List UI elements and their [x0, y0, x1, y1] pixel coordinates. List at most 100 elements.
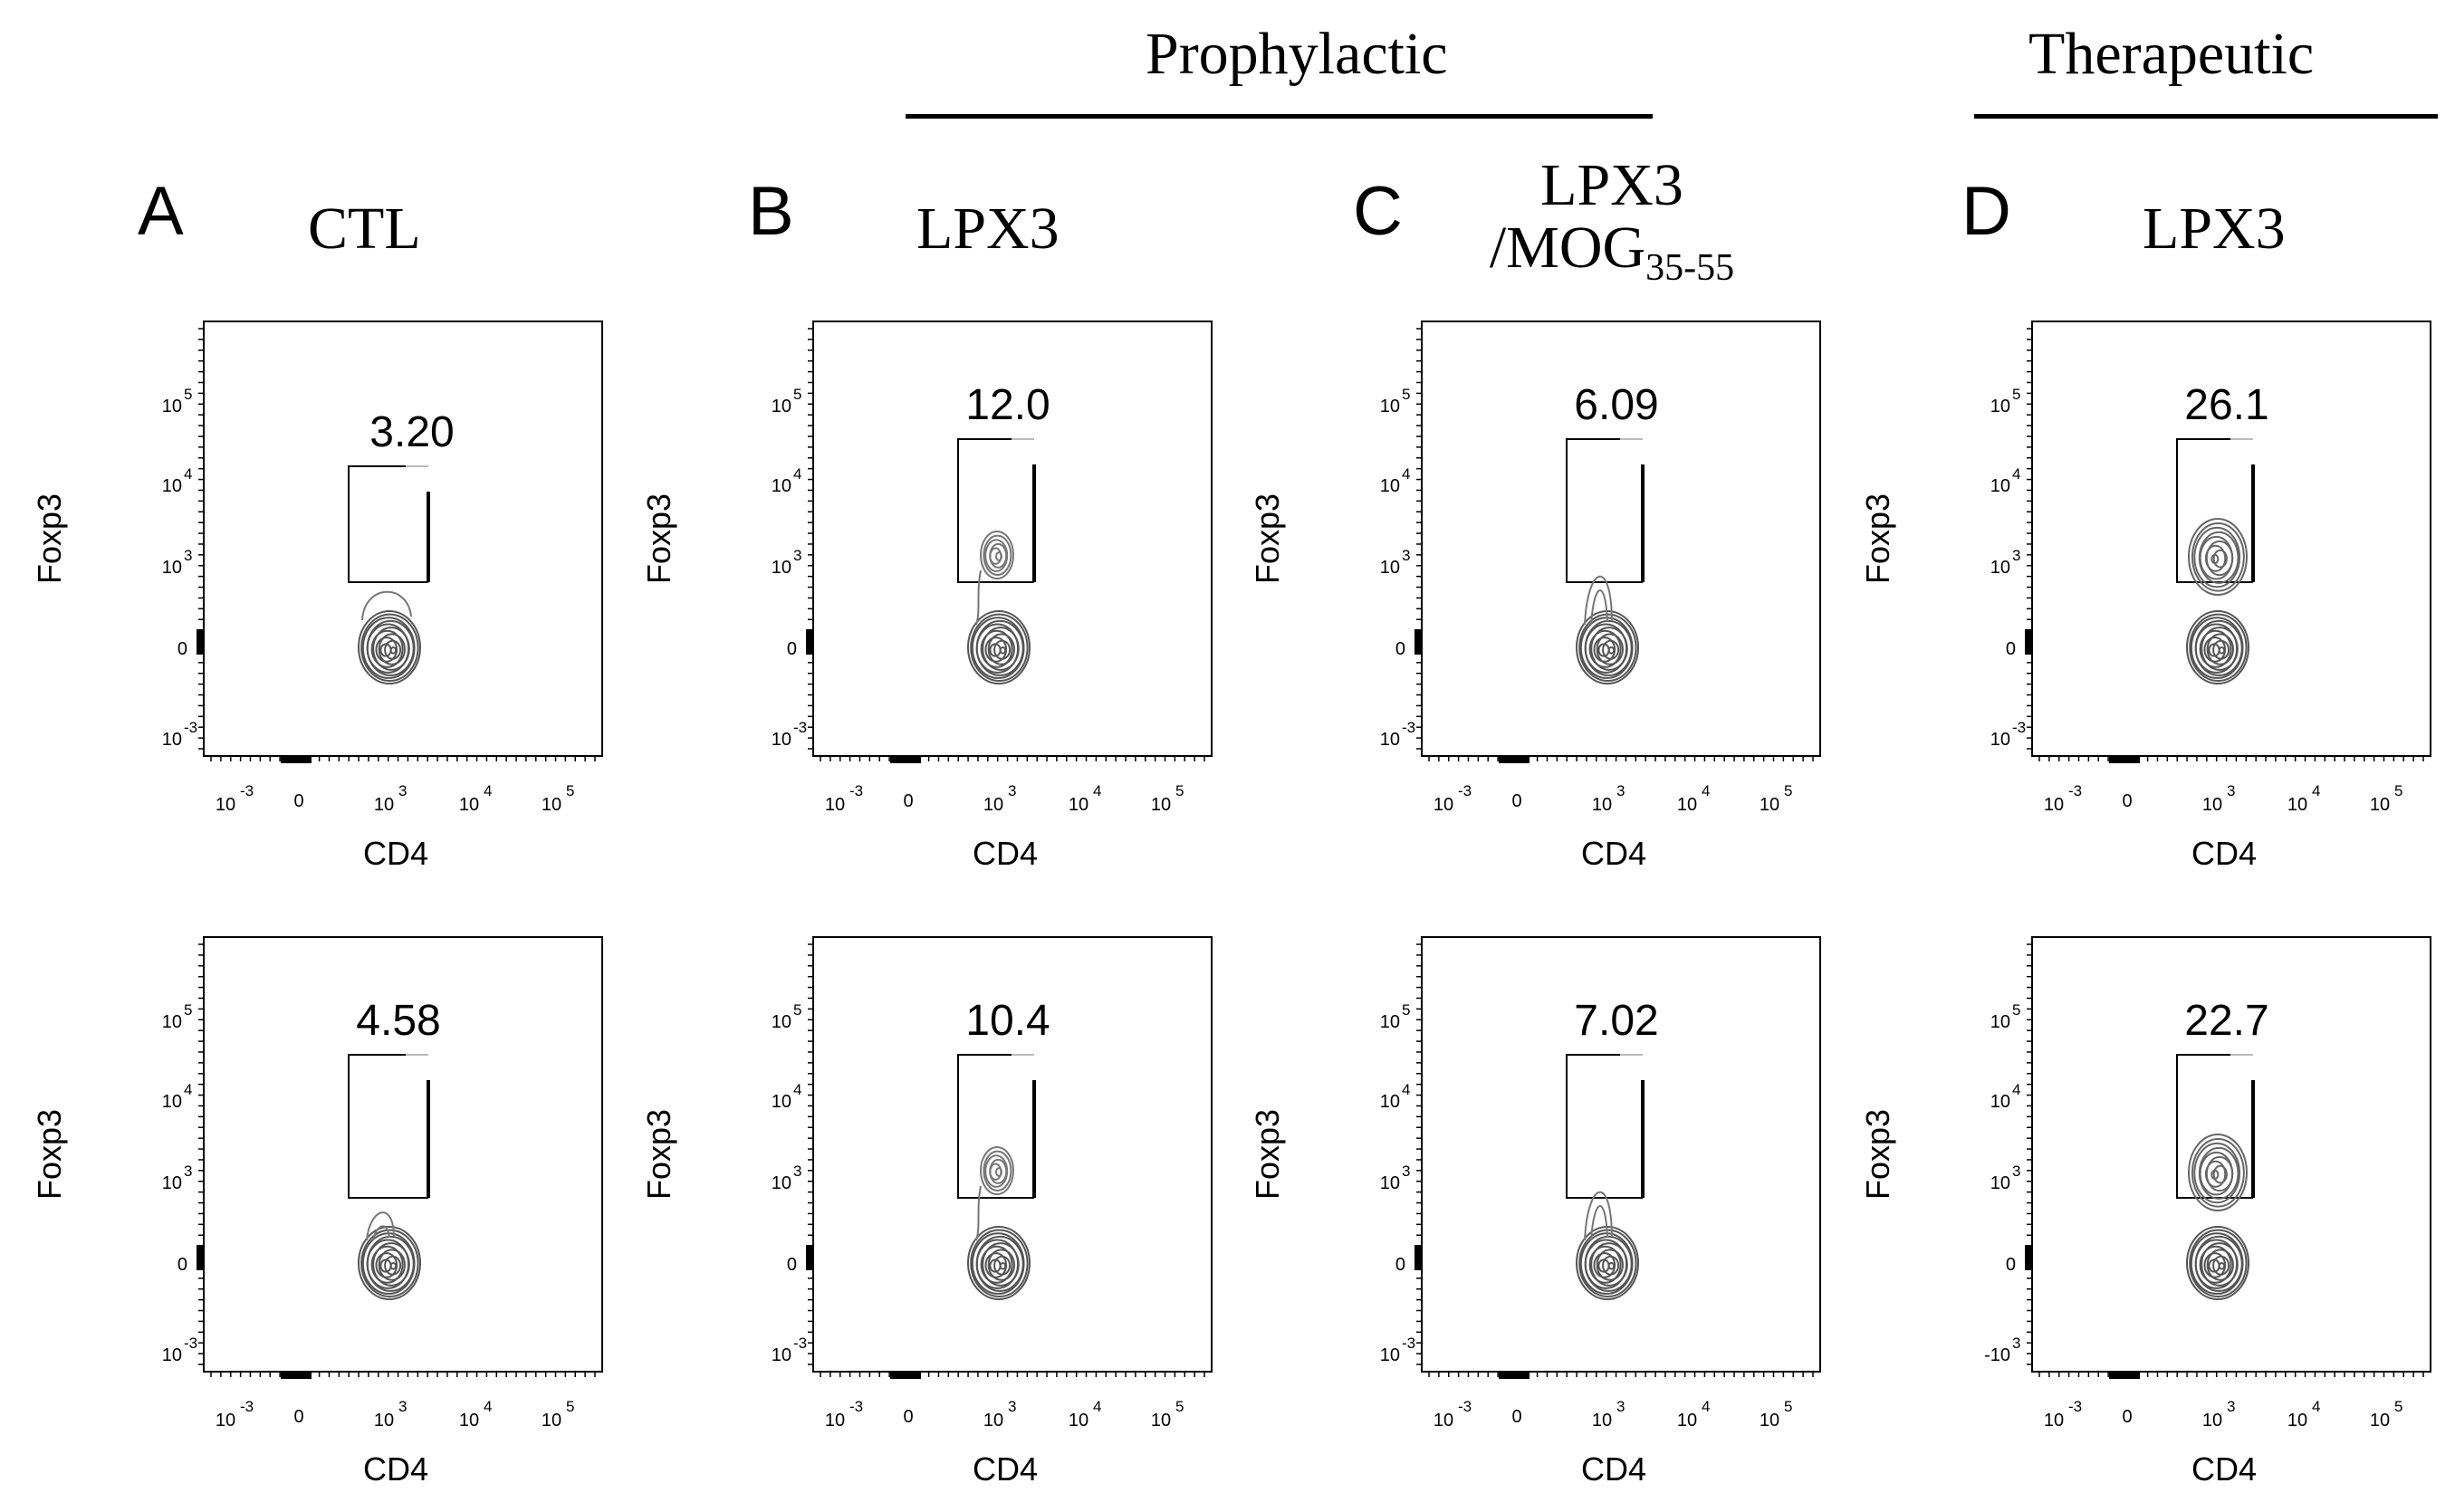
plot-c-row1-tail-contour-2 [1590, 589, 1608, 626]
plot-d-row1-y-tick-label-2: 103 [1990, 547, 2021, 578]
plot-c-row1-x-tick-exp-3: 4 [1702, 782, 1710, 799]
plot-a-row2-y-tick-base-4: 10 [162, 1345, 182, 1365]
plot-a-row1-frame [203, 321, 603, 757]
plot-c-row1-y-tick-exp-1: 4 [1402, 465, 1410, 483]
plot-a-row2-y-tick-label-3: 0 [177, 1255, 187, 1275]
plot-d-row2-y-tick-base-0: 10 [1990, 1012, 2010, 1032]
plot-d-row1-x-tick-label-1: 0 [2122, 791, 2132, 811]
plot-d-row1-y-tick-label-3: 0 [2006, 639, 2016, 659]
plot-c-row2-x-tick-label-2: 103 [1592, 1398, 1625, 1431]
plot-d-row1-x-axis-label: CD4 [2191, 835, 2257, 872]
plot-a-row2-y-tick-exp-2: 3 [184, 1163, 192, 1180]
plot-a-row2-x-tick-exp-3: 4 [484, 1398, 492, 1415]
plot-b-row2-x-tick-label-1: 0 [903, 1407, 913, 1427]
panel-letter-c: C [1353, 173, 1403, 250]
plot-b-row2-gate-percent: 10.4 [965, 997, 1050, 1045]
plot-c-row2-y-tick-exp-0: 5 [1402, 1001, 1410, 1019]
plot-c-row1-x-tick-exp-0: -3 [1458, 782, 1472, 799]
plot-a-row1-x-zero-mark [281, 756, 312, 763]
plot-d-row2-y-tick-exp-0: 5 [2012, 1001, 2020, 1019]
plot-a-row1-gate-percent: 3.20 [369, 408, 454, 456]
plot-b-row2-y-tick-base-3: 0 [787, 1255, 797, 1275]
plot-c-row2-x-tick-base-4: 10 [1760, 1411, 1779, 1431]
plot-d-row1-x-tick-exp-3: 4 [2312, 782, 2320, 799]
plot-c-row1-x-axis-label: CD4 [1581, 835, 1646, 872]
plot-c-row1-main-cluster-ring-5 [1590, 627, 1628, 671]
plot-d-row2-y-tick-label-4: -103 [1984, 1335, 2020, 1365]
plot-d-row1-y-tick-label-4: 10-3 [1990, 719, 2026, 750]
plot-c-row2-x-tick-label-4: 10 5 [1760, 1398, 1793, 1431]
plot-b-row1-main-cluster-ring-6 [980, 629, 1013, 668]
plot-b-row2-x-tick-base-1: 0 [903, 1407, 913, 1427]
plot-b-row2-y-tick-base-1: 10 [772, 1092, 791, 1112]
plot-c-row2-y-tick-exp-4: -3 [1402, 1335, 1415, 1352]
plot-a-row1-y-tick-exp-4: -3 [184, 719, 197, 736]
plot-b-row1-y-tick-base-4: 10 [772, 730, 791, 750]
plot-a-row2-y-tick-label-1: 104 [162, 1081, 193, 1112]
plot-d-row1-y-tick-exp-1: 4 [2012, 465, 2020, 483]
plot-b-row1-main-cluster-ring-11 [999, 646, 1007, 655]
plot-b-row1-upper-cluster-ring-0 [980, 531, 1014, 579]
plot-c-row2-main-cluster-ring-7 [1596, 1249, 1624, 1281]
plot-b-row2-main-cluster-ring-1 [970, 1229, 1029, 1297]
plot-a-row1-y-tick-base-3: 0 [177, 639, 187, 659]
plot-c-row1-y-zero-mark [1415, 629, 1422, 655]
plot-c-row1-x-tick-exp-4: 5 [1784, 782, 1792, 799]
plot-d-row1-main-cluster-ring-5 [2201, 627, 2239, 671]
plot-b-row2-x-tick-exp-0: -3 [849, 1398, 863, 1415]
panel-letter-a: A [138, 173, 184, 250]
plot-c-row1-tail-contour-1 [1584, 575, 1613, 626]
plot-a-row2-gate [348, 1054, 428, 1199]
plot-d-row1-upper-cluster-ring-7 [2212, 549, 2228, 569]
plot-b-row2-y-tick-label-3: 0 [787, 1255, 797, 1275]
plot-c-row1-y-tick-base-3: 0 [1395, 639, 1405, 659]
plot-b-row2-x-tick-label-3: 10 4 [1069, 1398, 1102, 1431]
plot-c-row1-main-cluster-ring-9 [1602, 639, 1620, 660]
plot-a-row1-y-tick-exp-0: 5 [184, 386, 192, 403]
plot-d-row1-upper-cluster-ring-0 [2188, 518, 2248, 596]
plot-b-row1-x-tick-label-0: 10-3 [825, 782, 863, 815]
plot-c-row2-y-tick-base-1: 10 [1380, 1092, 1400, 1112]
plot-d-row1-x-tick-label-2: 10 3 [2202, 782, 2236, 815]
plot-b-row2-x-tick-base-4: 10 [1151, 1411, 1171, 1431]
plot-c-row2-y-tick-label-1: 104 [1380, 1081, 1411, 1112]
plot-d-row2-x-tick-label-0: 10-3 [2044, 1398, 2082, 1431]
plot-a-row2-x-tick-label-2: 103 [374, 1398, 408, 1431]
plot-a-row2-x-tick-base-1: 0 [293, 1407, 303, 1427]
plot-a-row2-x-tick-label-3: 10 4 [459, 1398, 493, 1431]
plot-b-row1-frame [812, 321, 1213, 757]
panel-title-c-subscript: 35-55 [1645, 247, 1735, 290]
plot-c-row2-y-tick-base-4: 10 [1380, 1345, 1400, 1365]
plot-b-row2-x-tick-exp-2: 3 [1008, 1398, 1016, 1415]
plot-b-row1-y-tick-base-1: 10 [772, 476, 791, 496]
plot-a-row2-x-tick-label-4: 10 5 [542, 1398, 575, 1431]
plot-a-row1-x-tick-exp-2: 3 [398, 782, 407, 799]
plot-a-row2-x-tick-base-2: 10 [374, 1411, 394, 1431]
plot-b-row1-gate-percent: 12.0 [965, 381, 1050, 429]
plot-d-row2-main-cluster-ring-11 [2218, 1261, 2226, 1270]
plot-d-row1-x-tick-exp-4: 5 [2394, 782, 2402, 799]
plot-a-row2-x-tick-base-3: 10 [459, 1411, 479, 1431]
plot-c-row2-y-tick-label-2: 103 [1380, 1163, 1411, 1193]
plot-d-row1-frame [2031, 321, 2431, 757]
plot-d-row2-upper-cluster-ring-0 [2188, 1134, 2248, 1211]
plot-d-row2-x-tick-base-1: 0 [2122, 1407, 2132, 1427]
plot-d-row1-x-tick-exp-0: -3 [2068, 782, 2082, 799]
plot-c-row1-x-tick-base-1: 0 [1511, 791, 1521, 811]
plot-b-row1-x-tick-label-4: 105 [1151, 782, 1184, 815]
plot-b-row2-x-tick-label-2: 10 3 [983, 1398, 1017, 1431]
plot-a-row2-x-tick-base-4: 10 [542, 1411, 561, 1431]
plot-c-row1-x-tick-label-0: 10 -3 [1434, 782, 1472, 815]
plot-b-row2-upper-cluster-ring-0 [980, 1146, 1014, 1195]
plot-b-row1-x-tick-base-2: 10 [983, 795, 1003, 815]
panel-title-c-prefix: /MOG [1489, 215, 1646, 282]
plot-b-row2-x-tick-base-0: 10 [825, 1411, 845, 1431]
plot-c-row1-x-zero-mark [1499, 756, 1530, 763]
plot-c-row1-y-tick-exp-2: 3 [1402, 547, 1410, 564]
panel-title-c-line1: LPX3 [1540, 152, 1683, 218]
plot-d-row2-y-tick-base-2: 10 [1990, 1173, 2010, 1193]
plot-b-row2-main-cluster-ring-9 [993, 1255, 1012, 1276]
plot-b-row1-x-tick-label-2: 10 3 [983, 782, 1017, 815]
